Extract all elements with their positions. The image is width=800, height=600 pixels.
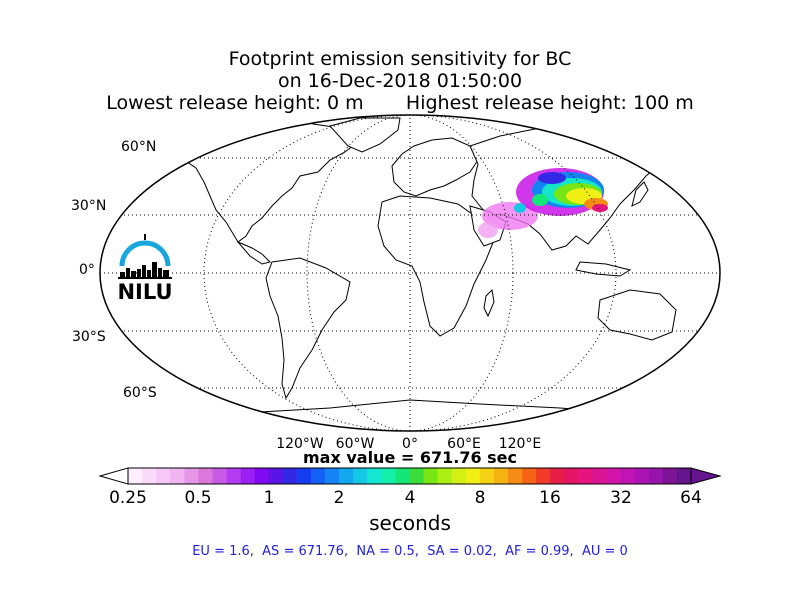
nilu-logo-mark (118, 234, 172, 279)
madagascar (483, 288, 495, 318)
colorbar-swatch (648, 468, 664, 484)
colorbar-tick: 1 (263, 488, 275, 508)
colorbar-swatch (254, 468, 270, 484)
europe (391, 137, 479, 197)
colorbar-swatch (676, 468, 692, 484)
colorbar-swatch (353, 468, 368, 484)
colorbar-swatch (381, 468, 396, 484)
colorbar-swatch (310, 468, 326, 484)
colorbar-swatch (156, 468, 171, 484)
colorbar-tick: 2 (333, 488, 345, 508)
sensitivity-footprint (478, 168, 608, 238)
colorbar-tick: 16 (539, 488, 561, 508)
colorbar-extend-max (690, 467, 722, 485)
colorbar-swatch (465, 468, 481, 484)
greenland (329, 117, 401, 153)
lon-label-60w: 60°W (335, 436, 375, 452)
colorbar-extend-min (98, 467, 129, 485)
lon-label-120e: 120°E (498, 436, 542, 452)
colorbar-swatch (198, 468, 213, 484)
colorbar-swatch (493, 468, 509, 484)
australia (597, 289, 677, 341)
colorbar-swatch (606, 468, 622, 484)
colorbar-swatch (226, 468, 241, 484)
colorbar-swatch (508, 468, 523, 484)
colorbar-tick: 32 (610, 488, 632, 508)
colorbar-swatch (170, 468, 185, 484)
colorbar-tick: 0.5 (184, 488, 212, 508)
colorbar-swatch (479, 468, 495, 484)
colorbar-swatch (142, 468, 157, 484)
title-line-2: on 16-Dec-2018 01:50:00 (277, 70, 523, 92)
lat-label-0: 0° (79, 262, 95, 278)
max-value-label: max value = 671.76 sec (302, 448, 518, 467)
colorbar-swatch (564, 468, 579, 484)
colorbar-tick: 8 (474, 488, 486, 508)
colorbar-swatch (522, 468, 537, 484)
colorbar-swatch (367, 468, 382, 484)
colorbar-swatch (662, 468, 678, 484)
title-line-3: Lowest release height: 0 m Highest relea… (106, 92, 694, 114)
map-border (99, 114, 721, 432)
colorbar-swatch (634, 468, 650, 484)
colorbar-tick: 4 (404, 488, 416, 508)
colorbar-swatch (550, 468, 565, 484)
lon-label-120w: 120°W (276, 436, 324, 452)
lon-label-0: 0° (402, 436, 418, 452)
colorbar-swatch (536, 468, 551, 484)
japan (631, 181, 649, 207)
nilu-logo-text: NILU (117, 280, 173, 304)
colorbar-swatch (184, 468, 199, 484)
colorbar-swatch (451, 468, 467, 484)
colorbar-swatch (268, 468, 284, 484)
colorbar-swatch (339, 468, 354, 484)
central-america (237, 241, 271, 265)
lon-label-60e: 60°E (447, 436, 481, 452)
south-america (265, 257, 351, 400)
lat-label-30n: 30°N (71, 198, 107, 214)
colorbar-swatch (437, 468, 453, 484)
colorbar-swatch (128, 468, 143, 484)
region-stats: EU = 1.6, AS = 671.76, NA = 0.5, SA = 0.… (192, 544, 628, 559)
colorbar-label: seconds (369, 511, 451, 535)
colorbar-swatch (395, 468, 410, 484)
colorbar-swatch (282, 468, 298, 484)
colorbar-swatch (423, 468, 439, 484)
colorbar-swatch (578, 468, 593, 484)
colorbar-tick: 64 (680, 488, 702, 508)
lat-label-60s: 60°S (123, 385, 157, 401)
colorbar-swatch (212, 468, 227, 484)
colorbar-border (127, 467, 692, 485)
colorbar-swatch (240, 468, 256, 484)
new-zealand (687, 339, 701, 362)
colorbar-swatch (592, 468, 607, 484)
africa (377, 195, 495, 337)
colorbar-swatch (409, 468, 424, 484)
colorbar-swatch (620, 468, 636, 484)
lat-label-30s: 30°S (72, 329, 106, 345)
graticule (100, 115, 720, 431)
colorbar-tick: 0.25 (109, 488, 147, 508)
colorbar-swatch (296, 468, 312, 484)
title-line-1: Footprint emission sensitivity for BC (228, 48, 572, 70)
nilu-logo: NILU (114, 232, 176, 304)
colorbar (98, 467, 722, 485)
lat-label-60n: 60°N (121, 139, 157, 155)
colorbar-swatch (325, 468, 340, 484)
